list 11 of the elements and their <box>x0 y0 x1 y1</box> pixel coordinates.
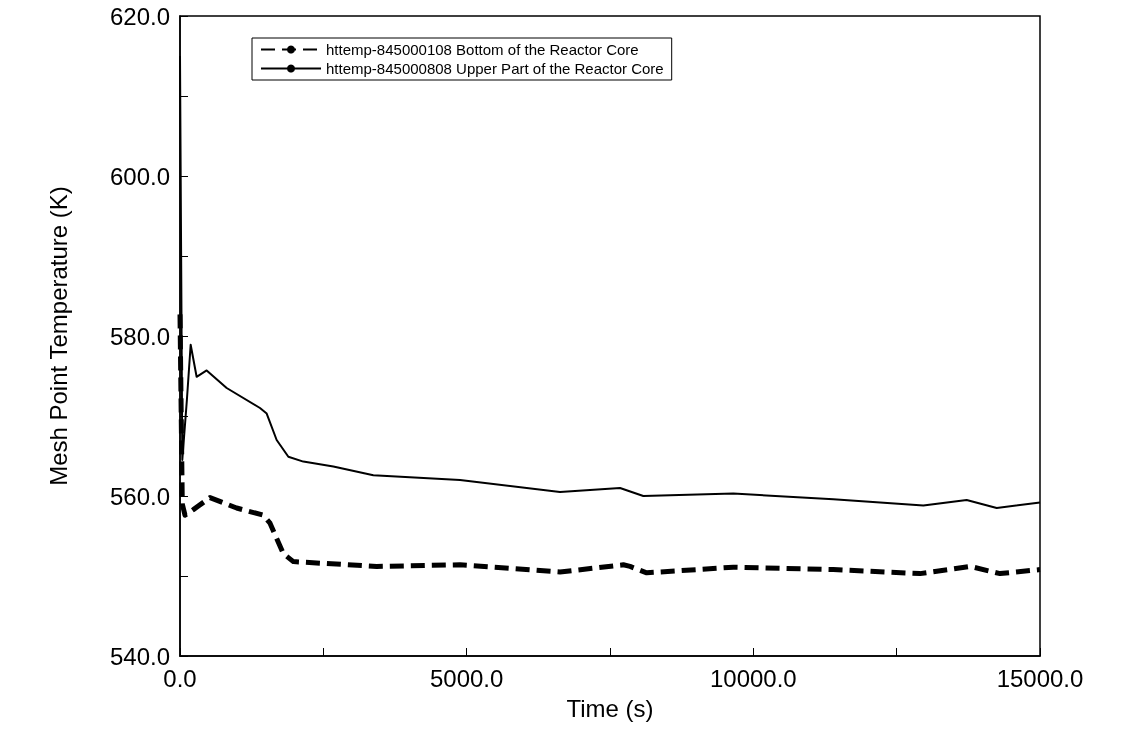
y-tick-label: 580.0 <box>109 322 170 350</box>
y-tick-label: 600.0 <box>109 162 170 190</box>
legend-label: httemp-845000808 Upper Part of the Reactor Core <box>326 60 664 77</box>
y-tick-label: 560.0 <box>109 482 170 510</box>
y-tick-label: 620.0 <box>109 2 170 30</box>
legend-label: httemp-845000108 Bottom of the Reactor Core <box>326 41 639 58</box>
x-axis-title: Time (s) <box>566 694 654 722</box>
x-tick-label: 5000.0 <box>429 664 504 692</box>
x-tick-label: 10000.0 <box>709 664 797 692</box>
x-tick-label: 15000.0 <box>996 664 1084 692</box>
y-axis-title: Mesh Point Temperature (K) <box>44 186 72 486</box>
